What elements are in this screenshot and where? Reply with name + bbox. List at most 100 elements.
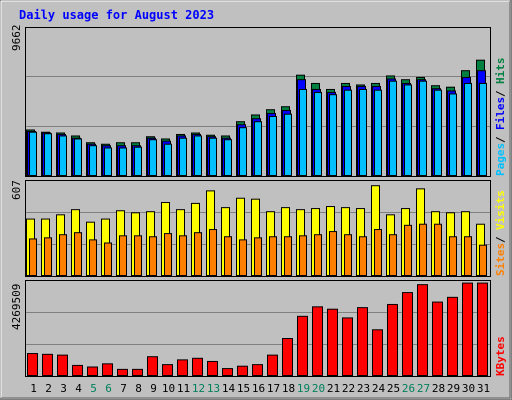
bar-sites bbox=[299, 235, 307, 277]
bar-kbytes bbox=[327, 308, 338, 377]
bar-pages bbox=[149, 139, 157, 177]
bar-pages bbox=[344, 89, 352, 176]
bar-sites bbox=[434, 223, 442, 276]
bar-kbytes bbox=[387, 303, 398, 377]
bar-kbytes bbox=[237, 365, 248, 377]
bar-pages bbox=[164, 143, 172, 176]
day-label: 30 bbox=[462, 382, 475, 395]
bar-kbytes bbox=[27, 353, 38, 376]
bar-pages bbox=[269, 115, 277, 177]
panel-hits-ymax-label: 9662 bbox=[10, 25, 23, 52]
bar-sites bbox=[404, 224, 412, 277]
day-label: 25 bbox=[387, 382, 400, 395]
day-label: 28 bbox=[432, 382, 445, 395]
kbytes-bars bbox=[27, 282, 488, 377]
bar-kbytes bbox=[342, 317, 353, 376]
bar-pages bbox=[284, 113, 292, 176]
day-label: 13 bbox=[207, 382, 220, 395]
bar-kbytes bbox=[72, 364, 83, 376]
bar-pages bbox=[479, 82, 487, 176]
bar-pages bbox=[74, 138, 82, 176]
bar-sites bbox=[29, 238, 37, 276]
legend-sites: Sites bbox=[494, 243, 507, 276]
chart-title: Daily usage for August 2023 bbox=[19, 8, 214, 22]
bar-pages bbox=[329, 94, 337, 176]
bar-pages bbox=[59, 135, 67, 176]
bar-sites bbox=[194, 232, 202, 276]
bar-sites bbox=[254, 237, 262, 276]
bar-pages bbox=[134, 146, 142, 176]
bar-kbytes bbox=[132, 368, 143, 376]
legend-sep-1: / bbox=[494, 136, 507, 143]
bar-kbytes bbox=[207, 360, 218, 377]
bar-kbytes bbox=[57, 354, 68, 376]
bar-pages bbox=[299, 88, 307, 176]
bar-kbytes bbox=[297, 315, 308, 377]
bar-pages bbox=[254, 121, 262, 176]
bar-sites bbox=[179, 235, 187, 277]
bar-kbytes bbox=[222, 368, 233, 377]
legend-pages: Pages bbox=[494, 143, 507, 176]
visits-sites-bars bbox=[26, 185, 487, 277]
legend-files: Files bbox=[494, 97, 507, 130]
bar-sites bbox=[44, 237, 52, 276]
bar-sites bbox=[479, 244, 487, 276]
day-label: 7 bbox=[120, 382, 127, 395]
day-label: 5 bbox=[90, 382, 97, 395]
bar-pages bbox=[104, 147, 112, 177]
bar-kbytes bbox=[372, 329, 383, 376]
bar-kbytes bbox=[447, 296, 458, 377]
bar-sites bbox=[314, 234, 322, 277]
day-label: 18 bbox=[282, 382, 295, 395]
bar-pages bbox=[44, 133, 52, 177]
bar-pages bbox=[419, 80, 427, 176]
hits-files-pages-bars bbox=[26, 59, 487, 177]
bar-kbytes bbox=[417, 284, 428, 376]
bar-sites bbox=[119, 235, 127, 277]
bar-sites bbox=[104, 242, 112, 277]
panel-hits-legend: Pages / Files / Hits bbox=[494, 58, 507, 177]
day-label: 2 bbox=[45, 382, 52, 395]
day-label: 24 bbox=[372, 382, 386, 395]
day-label: 12 bbox=[192, 382, 205, 395]
bar-sites bbox=[164, 233, 172, 277]
bar-sites bbox=[329, 231, 337, 276]
bar-sites bbox=[464, 236, 472, 276]
day-label: 6 bbox=[105, 382, 112, 395]
bar-kbytes bbox=[462, 282, 473, 377]
day-label: 9 bbox=[150, 382, 157, 395]
bar-pages bbox=[29, 131, 37, 176]
bar-kbytes bbox=[432, 301, 443, 377]
bar-kbytes bbox=[42, 353, 53, 377]
bar-sites bbox=[449, 236, 457, 276]
legend-sep-3: / bbox=[494, 236, 507, 243]
day-label: 4 bbox=[75, 382, 82, 395]
panel-visits-legend: Sites / Visits bbox=[494, 190, 507, 276]
bar-sites bbox=[359, 236, 367, 276]
day-label: 16 bbox=[252, 382, 265, 395]
day-label: 1 bbox=[30, 382, 37, 395]
panel-kbytes-ymax-label: 4269509 bbox=[10, 284, 23, 330]
day-label: 23 bbox=[357, 382, 370, 395]
bar-kbytes bbox=[117, 368, 128, 376]
legend-hits: Hits bbox=[494, 58, 507, 85]
day-label: 21 bbox=[327, 382, 340, 395]
bar-pages bbox=[404, 84, 412, 176]
bar-kbytes bbox=[87, 366, 98, 376]
day-label: 19 bbox=[297, 382, 310, 395]
bar-kbytes bbox=[192, 357, 203, 376]
legend-sep-2: / bbox=[494, 90, 507, 97]
day-label: 11 bbox=[177, 382, 190, 395]
bar-sites bbox=[89, 239, 97, 276]
bar-sites bbox=[344, 234, 352, 277]
bar-pages bbox=[239, 127, 247, 176]
bar-kbytes bbox=[357, 307, 368, 376]
bar-pages bbox=[89, 145, 97, 177]
bar-sites bbox=[374, 229, 382, 276]
day-label: 17 bbox=[267, 382, 280, 395]
day-label: 31 bbox=[477, 382, 490, 395]
day-label: 15 bbox=[237, 382, 250, 395]
panel-kbytes-legend: KBytes bbox=[494, 336, 507, 376]
panel-visits-ymax-label: 607 bbox=[10, 180, 23, 200]
